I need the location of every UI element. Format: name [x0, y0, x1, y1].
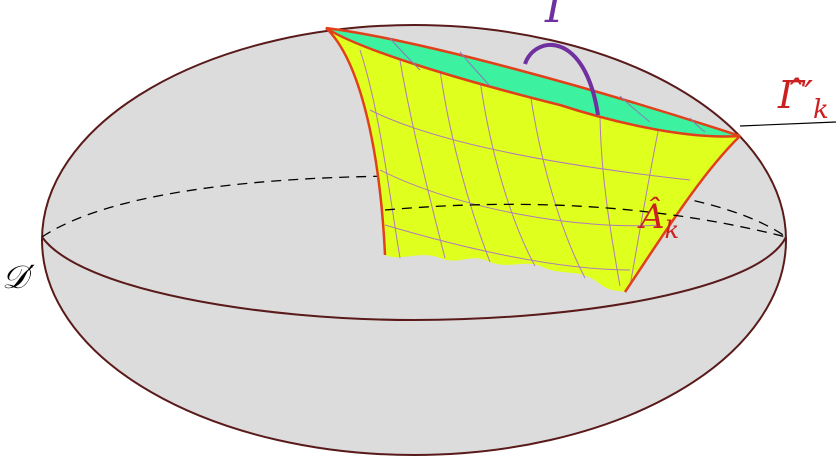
label-main: Γ̂′ [777, 73, 813, 117]
label-subscript: k [665, 216, 680, 244]
boundary-left [325, 27, 387, 256]
boundary-right [623, 135, 741, 293]
mesh [359, 49, 691, 287]
leader-line [739, 121, 836, 127]
top-disk [325, 26, 741, 138]
label-gamma-hat: Γ̂′k [777, 73, 829, 125]
label-gamma: Γ [544, 0, 577, 33]
label-d: 𝒟′ [2, 258, 36, 296]
label-main: Â [637, 196, 665, 237]
gamma-curve [523, 42, 600, 116]
label-subscript: k [813, 95, 829, 125]
disk-mesh [389, 37, 706, 133]
equator-over [384, 203, 787, 238]
front-equator [41, 236, 787, 322]
label-a-hat: Âk [637, 196, 679, 244]
